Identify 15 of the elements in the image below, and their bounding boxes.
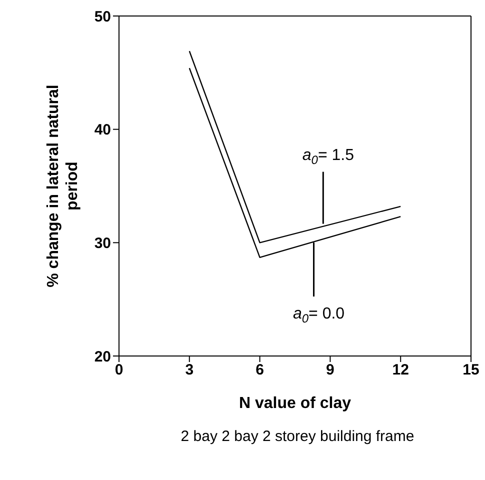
y-tick-label: 20 [94, 348, 111, 366]
text: 2 bay 2 bay 2 storey building frame [180, 428, 416, 445]
y-tick-label: 30 [94, 234, 111, 252]
annotation: a$_{0}$= 1.5 [302, 146, 354, 166]
x-tick-label: 9 [326, 362, 334, 379]
y-axis-title: % change in lateral natural period [45, 84, 81, 288]
x-tick-label: 15 [462, 362, 480, 379]
y-tick-label: 50 [94, 8, 111, 26]
x-tick-label: 6 [256, 362, 264, 379]
x-tick-label: 0 [114, 362, 124, 379]
y-tick-label: 40 [94, 122, 111, 139]
x-tick-label: 12 [392, 362, 409, 379]
x-axis-title: N value of clay [238, 395, 352, 412]
x-tick-label: 3 [185, 362, 194, 379]
annotation: a$_{0}$= 0.0 [292, 306, 345, 326]
